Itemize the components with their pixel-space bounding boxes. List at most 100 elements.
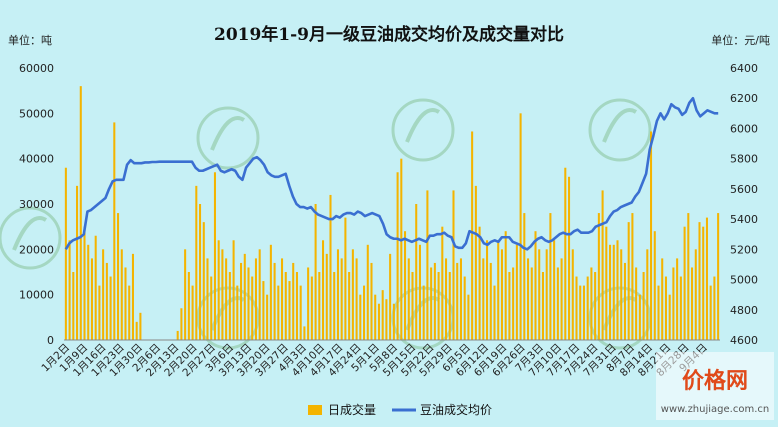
- volume-bar: [385, 299, 388, 340]
- volume-bar: [351, 249, 354, 340]
- site-url-text: www.zhujiage.com.cn: [661, 404, 769, 415]
- volume-bar: [94, 235, 97, 340]
- volume-bar: [251, 276, 254, 340]
- volume-bar: [515, 244, 518, 340]
- volume-bar: [541, 272, 544, 340]
- volume-bar: [333, 272, 336, 340]
- site-watermark: 价格网 www.zhujiage.com.cn: [656, 352, 774, 420]
- volume-bar: [709, 285, 712, 340]
- legend: 日成交量 豆油成交均价: [308, 402, 492, 417]
- volume-bar: [98, 285, 101, 340]
- volume-bar: [87, 244, 90, 340]
- volume-bar: [627, 222, 630, 340]
- x-axis: 1月2日1月9日1月16日1月23日1月30日2月6日2月13日2月20日2月2…: [39, 342, 710, 380]
- volume-bar: [329, 194, 332, 340]
- volume-bar: [549, 213, 552, 340]
- volume-bar: [486, 240, 489, 340]
- volume-bar: [273, 262, 276, 340]
- left-tick-label: 40000: [19, 153, 54, 166]
- volume-bar: [210, 276, 213, 340]
- volume-bar: [657, 285, 660, 340]
- volume-bar: [254, 258, 257, 340]
- volume-bar: [672, 267, 675, 340]
- volume-bar: [303, 326, 306, 340]
- volume-bar: [579, 285, 582, 340]
- volume-bar: [269, 244, 272, 340]
- volume-bar: [389, 253, 392, 340]
- volume-bar: [139, 312, 142, 340]
- volume-bar: [575, 276, 578, 340]
- volume-bar: [113, 122, 116, 341]
- volume-bar: [448, 272, 451, 340]
- volume-bar: [83, 226, 86, 340]
- right-tick-label: 5600: [730, 183, 758, 196]
- volume-bar: [646, 249, 649, 340]
- volume-bar: [623, 262, 626, 340]
- volume-bar: [705, 217, 708, 340]
- volume-bar: [277, 285, 280, 340]
- volume-bar: [650, 131, 653, 340]
- volume-bar: [601, 190, 604, 340]
- volume-bar: [363, 285, 366, 340]
- right-tick-label: 6000: [730, 122, 758, 135]
- volume-bar: [683, 226, 686, 340]
- volume-bar: [258, 249, 261, 340]
- right-axis: 4600 4800 5000 5200 5400 5600 5800 6000 6200 6400: [730, 62, 758, 347]
- volume-bar: [534, 231, 537, 340]
- volume-bar: [508, 272, 511, 340]
- volume-bar: [702, 226, 705, 340]
- volume-bar: [318, 272, 321, 340]
- right-tick-label: 5400: [730, 213, 758, 226]
- volume-bar: [545, 249, 548, 340]
- volume-bar: [266, 294, 269, 340]
- volume-bar: [717, 213, 720, 340]
- right-tick-label: 5800: [730, 153, 758, 166]
- volume-bar: [638, 294, 641, 340]
- volume-bar: [415, 204, 418, 340]
- right-tick-label: 4800: [730, 304, 758, 317]
- volume-bar: [653, 231, 656, 340]
- volume-bar: [176, 330, 179, 340]
- left-tick-label: 30000: [19, 198, 54, 211]
- volume-bar: [512, 267, 515, 340]
- volume-bar: [370, 262, 373, 340]
- volume-bar: [191, 285, 194, 340]
- volume-bar: [336, 249, 339, 340]
- volume-bar: [504, 231, 507, 340]
- volume-bar: [493, 285, 496, 340]
- volume-bar: [109, 276, 112, 340]
- volume-bar: [102, 249, 105, 340]
- volume-bar: [489, 262, 492, 340]
- volume-bar: [691, 267, 694, 340]
- volume-bar: [430, 267, 433, 340]
- volume-bar: [366, 244, 369, 340]
- volume-bar: [668, 294, 671, 340]
- left-tick-label: 0: [47, 334, 54, 347]
- volume-bar: [597, 213, 600, 340]
- volume-bar: [199, 204, 202, 340]
- volume-bar: [206, 258, 209, 340]
- volume-bar: [135, 321, 138, 340]
- volume-bar: [452, 190, 455, 340]
- volume-bar: [184, 249, 187, 340]
- left-tick-label: 50000: [19, 107, 54, 120]
- left-axis-unit: 单位：吨: [8, 33, 52, 47]
- watermark-badge-3: [588, 98, 652, 162]
- volume-bar: [568, 176, 571, 340]
- volume-bar: [120, 249, 123, 340]
- volume-bar: [527, 258, 530, 340]
- volume-bar: [694, 249, 697, 340]
- volume-bar: [497, 240, 500, 340]
- volume-bar: [392, 303, 395, 340]
- volume-bar: [411, 272, 414, 340]
- volume-bar: [687, 213, 690, 340]
- volume-bar: [523, 213, 526, 340]
- left-tick-label: 60000: [19, 62, 54, 75]
- volume-bar: [426, 190, 429, 340]
- legend-swatch-bar: [308, 405, 322, 415]
- volume-bar: [240, 262, 243, 340]
- volume-bar: [631, 213, 634, 340]
- volume-bar: [616, 240, 619, 340]
- volume-bar: [661, 258, 664, 340]
